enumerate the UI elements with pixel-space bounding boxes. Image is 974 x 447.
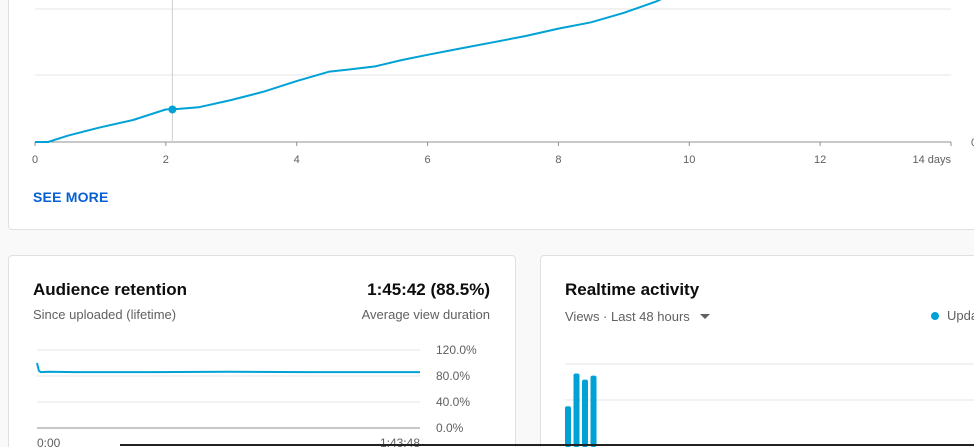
realtime-bar (582, 379, 588, 447)
x-tick-label: 10 (683, 154, 695, 166)
legend-dot-icon (931, 311, 939, 320)
see-more-link[interactable]: SEE MORE (33, 189, 109, 205)
x-tick-label: 6 (425, 154, 431, 166)
realtime-bar (565, 406, 571, 447)
views-series (35, 0, 662, 143)
realtime-title: Realtime activity (565, 280, 700, 299)
y-tick-label: 120.0% (436, 343, 477, 357)
retention-series (36, 362, 420, 374)
realtime-bar (590, 375, 597, 447)
realtime-activity-card (540, 255, 974, 447)
views-line-chart: 0 2 4 6 8 10 12 14 days 0 (32, 0, 974, 166)
realtime-bar (573, 373, 580, 447)
average-view-duration-value: 1:45:42 (88.5%) (367, 280, 490, 299)
realtime-range-label: Views · Last 48 hours (565, 309, 690, 324)
retention-x-start: 0:00 (37, 436, 61, 447)
x-tick-label: 8 (555, 154, 561, 166)
realtime-gridlines (565, 363, 974, 401)
y-tick-label: 40.0% (436, 395, 470, 409)
realtime-legend-label: Upda (947, 308, 974, 323)
chart-gridlines (35, 0, 951, 143)
retention-y-ticks: 120.0% 80.0% 40.0% 0.0% (436, 343, 477, 435)
highlight-point (168, 105, 177, 114)
realtime-legend: Upda (931, 308, 974, 323)
y-tick-label: 80.0% (436, 369, 470, 383)
views-series-line (35, 0, 662, 143)
audience-retention-card (8, 255, 516, 447)
x-axis-ticks: 0 2 4 6 8 10 12 14 days 0 (32, 137, 974, 166)
views-chart-card (8, 0, 974, 230)
retention-series-line (36, 362, 420, 374)
window-bottom-edge (120, 444, 974, 446)
retention-x-end: 1:43:48 (380, 436, 420, 447)
realtime-range-dropdown[interactable]: Views · Last 48 hours (565, 309, 710, 324)
x-tick-label: 2 (163, 154, 169, 166)
x-tick-label: 4 (294, 154, 300, 166)
right-axis-label: 0 (971, 137, 974, 149)
chevron-down-icon (699, 314, 710, 319)
realtime-bars (565, 373, 597, 447)
retention-title: Audience retention (33, 280, 187, 299)
x-tick-label: 12 (814, 154, 826, 166)
x-tick-label: 0 (32, 154, 38, 166)
average-view-duration-label: Average view duration (361, 307, 490, 322)
retention-subtitle: Since uploaded (lifetime) (33, 307, 177, 322)
retention-gridlines (37, 349, 420, 429)
x-tick-label: 14 days (912, 154, 951, 166)
y-tick-label: 0.0% (436, 421, 464, 435)
